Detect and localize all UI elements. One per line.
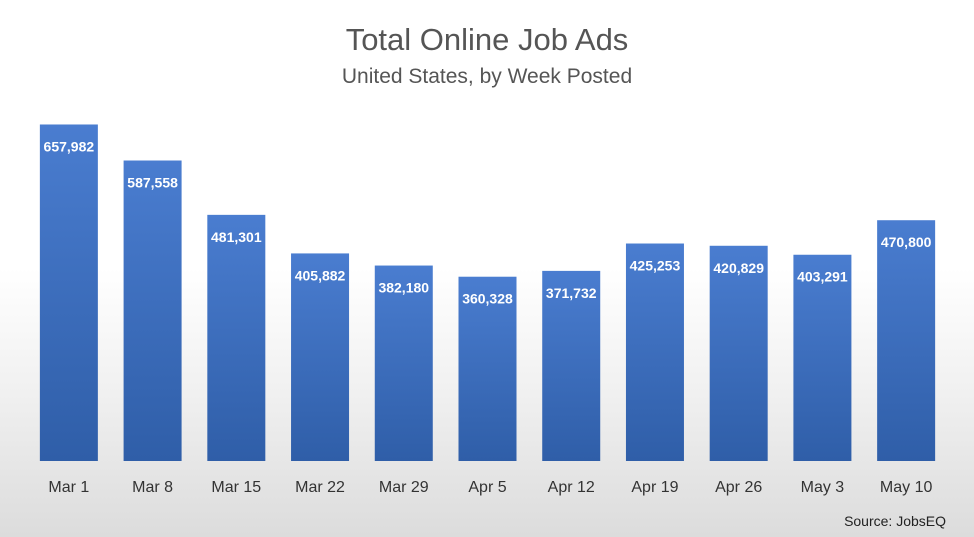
- bar-mar-29: [374, 265, 433, 461]
- data-label: 657,982: [44, 138, 95, 154]
- bar-may-3: [793, 254, 852, 461]
- bar-apr-19: [625, 243, 684, 461]
- bar-mar-15: [207, 214, 266, 461]
- x-tick-label: Mar 1: [48, 479, 89, 496]
- data-labels-group: 657,982 587,558 481,301 405,882 382,180 360,3…: [44, 138, 932, 306]
- data-label: 481,301: [211, 229, 262, 245]
- x-tick-label: Apr 26: [715, 479, 762, 496]
- bar-mar-22: [291, 253, 350, 461]
- x-axis-labels: Mar 1 Mar 8 Mar 15 Mar 22 Mar 29 Apr 5 Apr 12 A…: [48, 479, 932, 496]
- x-tick-label: Mar 29: [379, 479, 429, 496]
- data-label: 403,291: [797, 269, 848, 285]
- x-tick-label: Mar 8: [132, 479, 173, 496]
- bars-group: [39, 124, 936, 462]
- x-tick-label: Mar 15: [211, 479, 261, 496]
- x-tick-label: Apr 12: [548, 479, 595, 496]
- bar-may-10: [877, 220, 936, 461]
- bar-mar-8: [123, 160, 182, 462]
- chart-title: Total Online Job Ads: [345, 22, 629, 57]
- data-label: 420,829: [713, 260, 764, 276]
- data-label: 360,328: [462, 291, 513, 307]
- data-label: 371,732: [546, 285, 597, 301]
- data-label: 405,882: [295, 267, 346, 283]
- bar-apr-26: [709, 245, 768, 461]
- x-tick-label: Apr 19: [631, 479, 678, 496]
- x-tick-label: Mar 22: [295, 479, 345, 496]
- data-label: 382,180: [378, 280, 429, 296]
- x-tick-label: May 3: [801, 479, 845, 496]
- data-label: 587,558: [127, 175, 178, 191]
- bar-apr-12: [542, 270, 601, 461]
- data-label: 470,800: [881, 234, 932, 250]
- chart-subtitle: United States, by Week Posted: [341, 65, 633, 88]
- x-tick-label: Apr 5: [468, 479, 506, 496]
- bar-mar-1: [39, 124, 98, 462]
- x-tick-label: May 10: [880, 479, 933, 496]
- bar-apr-5: [458, 276, 517, 461]
- data-label: 425,253: [630, 258, 681, 274]
- source-note: Source: JobsEQ: [844, 513, 946, 529]
